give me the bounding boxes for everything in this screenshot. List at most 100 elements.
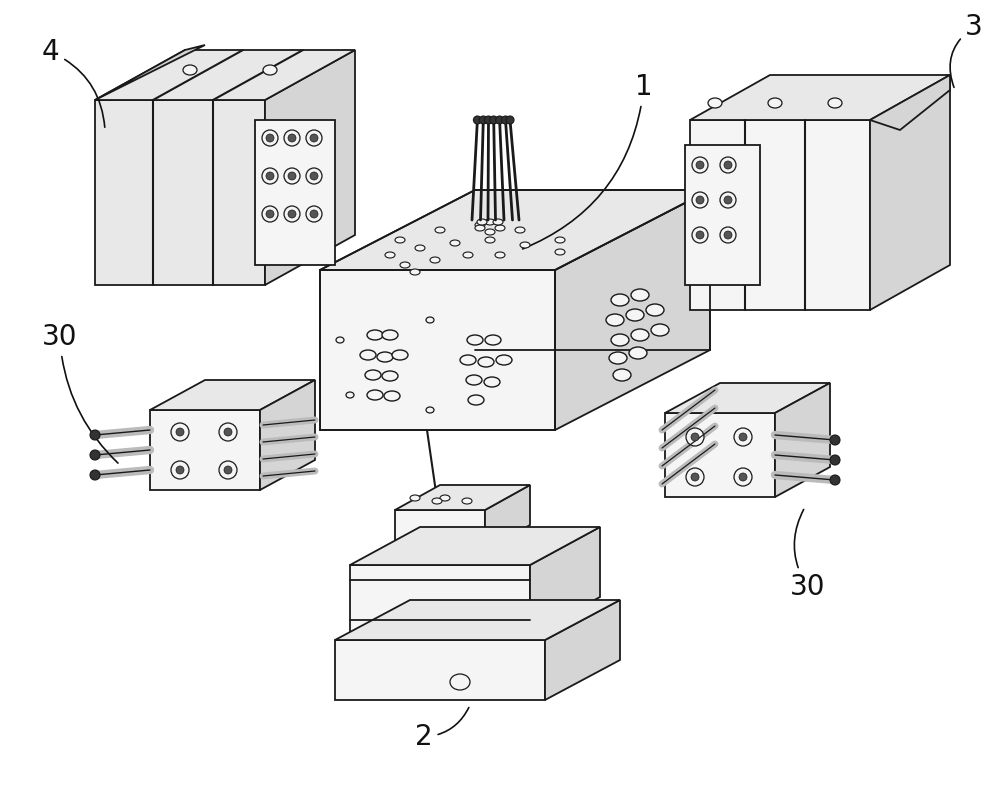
Polygon shape <box>870 75 950 310</box>
Ellipse shape <box>384 391 400 401</box>
Ellipse shape <box>686 428 704 446</box>
Ellipse shape <box>171 423 189 441</box>
Ellipse shape <box>734 428 752 446</box>
Polygon shape <box>95 100 265 285</box>
Ellipse shape <box>475 222 485 228</box>
Ellipse shape <box>830 475 840 485</box>
Ellipse shape <box>435 227 445 233</box>
Ellipse shape <box>606 314 624 326</box>
Ellipse shape <box>266 210 274 218</box>
Ellipse shape <box>306 206 322 222</box>
Polygon shape <box>150 410 260 490</box>
Ellipse shape <box>183 65 197 75</box>
Ellipse shape <box>555 237 565 243</box>
Ellipse shape <box>90 470 100 480</box>
Ellipse shape <box>629 347 647 359</box>
Polygon shape <box>395 485 530 510</box>
Polygon shape <box>665 413 775 497</box>
Polygon shape <box>485 485 530 550</box>
Ellipse shape <box>520 242 530 248</box>
Ellipse shape <box>266 134 274 142</box>
Ellipse shape <box>692 157 708 173</box>
Polygon shape <box>95 45 205 100</box>
Ellipse shape <box>724 196 732 204</box>
Ellipse shape <box>485 335 501 345</box>
Ellipse shape <box>176 466 184 474</box>
Ellipse shape <box>720 227 736 243</box>
Ellipse shape <box>450 240 460 246</box>
Ellipse shape <box>631 329 649 341</box>
Ellipse shape <box>224 428 232 436</box>
Ellipse shape <box>696 231 704 239</box>
Ellipse shape <box>484 116 492 124</box>
Ellipse shape <box>385 252 395 258</box>
Ellipse shape <box>219 461 237 479</box>
Ellipse shape <box>485 219 495 225</box>
Ellipse shape <box>828 98 842 108</box>
Polygon shape <box>530 527 600 635</box>
Text: 30: 30 <box>790 509 826 601</box>
Ellipse shape <box>310 172 318 180</box>
Ellipse shape <box>410 269 420 275</box>
Ellipse shape <box>288 134 296 142</box>
Ellipse shape <box>306 130 322 146</box>
Ellipse shape <box>467 335 483 345</box>
Ellipse shape <box>468 395 484 405</box>
Ellipse shape <box>432 498 442 504</box>
Polygon shape <box>545 600 620 700</box>
Ellipse shape <box>495 225 505 231</box>
Ellipse shape <box>310 134 318 142</box>
Polygon shape <box>870 75 950 130</box>
Ellipse shape <box>382 371 398 381</box>
Ellipse shape <box>830 455 840 465</box>
Ellipse shape <box>696 161 704 169</box>
Ellipse shape <box>479 116 487 124</box>
Polygon shape <box>395 510 485 550</box>
Ellipse shape <box>611 294 629 306</box>
Ellipse shape <box>262 168 278 184</box>
Polygon shape <box>555 190 710 430</box>
Ellipse shape <box>478 357 494 367</box>
Ellipse shape <box>288 172 296 180</box>
Polygon shape <box>260 380 315 490</box>
Ellipse shape <box>502 116 510 124</box>
Polygon shape <box>335 600 620 640</box>
Ellipse shape <box>490 116 498 124</box>
Ellipse shape <box>410 495 420 501</box>
Ellipse shape <box>367 330 383 340</box>
Ellipse shape <box>263 65 277 75</box>
Ellipse shape <box>692 227 708 243</box>
Ellipse shape <box>626 309 644 321</box>
Ellipse shape <box>646 304 664 316</box>
Ellipse shape <box>426 407 434 413</box>
Ellipse shape <box>463 252 473 258</box>
Ellipse shape <box>724 161 732 169</box>
Ellipse shape <box>691 433 699 441</box>
Ellipse shape <box>613 369 631 381</box>
Ellipse shape <box>496 355 512 365</box>
Ellipse shape <box>720 192 736 208</box>
Ellipse shape <box>262 130 278 146</box>
Polygon shape <box>690 75 950 120</box>
Ellipse shape <box>739 433 747 441</box>
Polygon shape <box>255 120 335 265</box>
Ellipse shape <box>284 130 300 146</box>
Ellipse shape <box>450 674 470 690</box>
Ellipse shape <box>90 430 100 440</box>
Ellipse shape <box>288 210 296 218</box>
Ellipse shape <box>462 498 472 504</box>
Ellipse shape <box>708 98 722 108</box>
Ellipse shape <box>477 219 487 225</box>
Ellipse shape <box>224 466 232 474</box>
Ellipse shape <box>430 257 440 263</box>
Ellipse shape <box>724 231 732 239</box>
Polygon shape <box>320 270 555 430</box>
Ellipse shape <box>485 229 495 235</box>
Ellipse shape <box>475 225 485 231</box>
Ellipse shape <box>360 350 376 360</box>
Ellipse shape <box>496 116 504 124</box>
Ellipse shape <box>720 157 736 173</box>
Polygon shape <box>665 383 830 413</box>
Polygon shape <box>685 145 760 285</box>
Text: 1: 1 <box>523 73 653 249</box>
